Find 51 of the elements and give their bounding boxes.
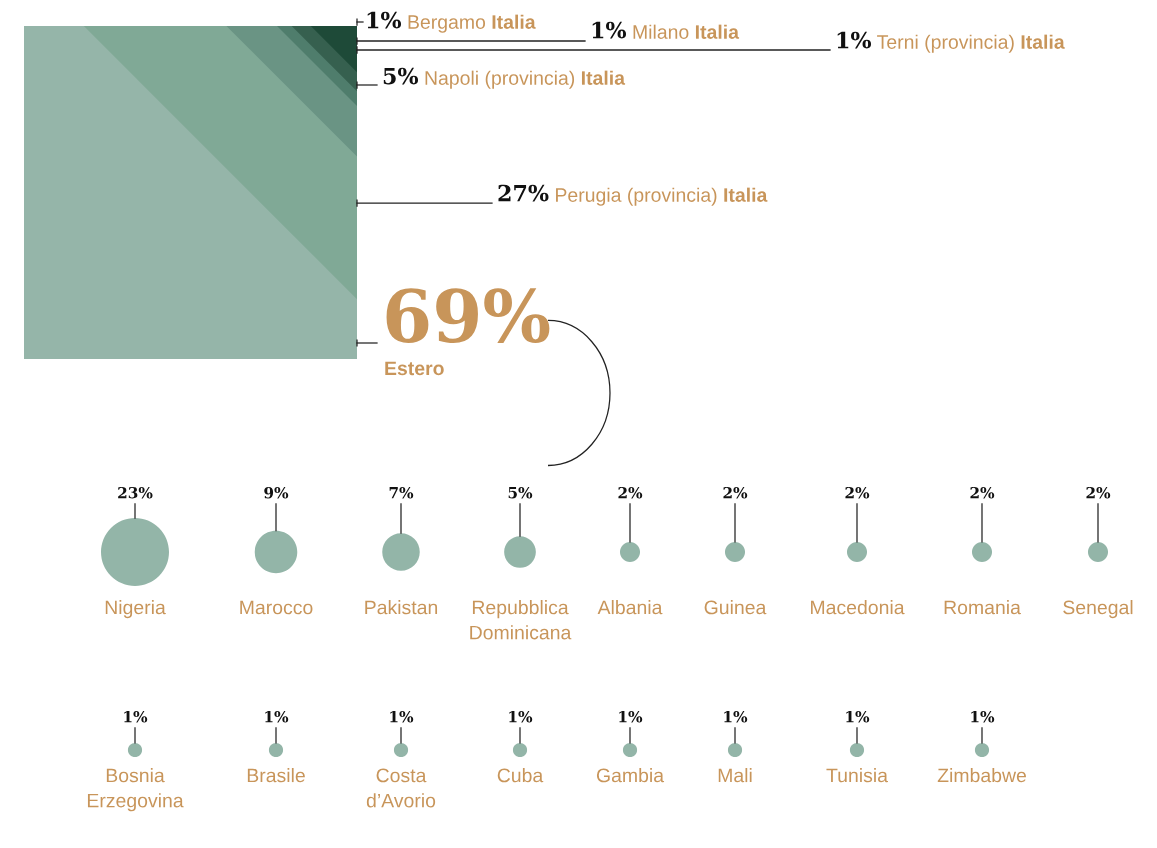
category-label: Perugia (provincia) [556, 187, 717, 206]
data-label: 1% [509, 710, 533, 723]
data-label: 2% [618, 486, 643, 499]
text: Italia [581, 70, 626, 85]
category-label: Milano [633, 24, 689, 39]
category-label: Bosnia Erzegovina [87, 768, 184, 812]
category-label: Marocco [240, 600, 313, 615]
text: Italia [1021, 34, 1065, 49]
category-label: Repubblica Dominicana [470, 600, 572, 640]
category-label: Romania [944, 600, 1021, 615]
data-label: 23% [118, 486, 153, 499]
category-label: Costa d’Avorio [366, 768, 436, 808]
category-label: Mali [718, 768, 752, 783]
data-label: 1% [367, 11, 402, 29]
data-label: 1% [619, 710, 643, 723]
category-label: Pakistan [365, 600, 438, 615]
data-label: 1% [592, 21, 627, 39]
text: Italia [724, 187, 768, 202]
category-label: Napoli (provincia) [425, 70, 575, 89]
category-label: Senegal [1063, 600, 1133, 619]
data-label: 1% [971, 710, 995, 723]
data-label: 9% [264, 486, 289, 499]
category-label: Bergamo [408, 15, 486, 33]
data-label: 2% [970, 486, 995, 499]
category-label: Estero [385, 361, 444, 376]
category-label: Brasile [247, 768, 305, 783]
data-label: 1% [846, 710, 870, 723]
category-label: Gambia [596, 768, 665, 783]
data-label: 27% [498, 184, 549, 202]
category-label: Macedonia [811, 600, 905, 615]
data-label: 1% [124, 710, 148, 723]
text: Italia [695, 24, 740, 39]
data-label: 1% [265, 710, 289, 723]
data-label: 5% [383, 67, 419, 85]
data-label: 1% [837, 31, 872, 49]
category-label: Zimbabwe [937, 768, 1026, 783]
category-label: Tunisia [826, 768, 888, 783]
data-label: 2% [845, 486, 870, 499]
data-label: 2% [1086, 486, 1111, 499]
category-label: Albania [597, 600, 663, 615]
category-label: Terni (provincia) [877, 34, 1014, 53]
category-label: Nigeria [105, 600, 166, 619]
data-label: 69% [386, 288, 550, 343]
data-label: 2% [723, 486, 748, 499]
category-label: Guinea [704, 600, 767, 615]
data-label: 1% [390, 710, 414, 723]
data-label: 7% [389, 486, 414, 499]
text: Italia [492, 14, 536, 29]
data-label: 5% [508, 486, 533, 499]
category-label: Cuba [497, 768, 544, 783]
data-label: 1% [724, 710, 748, 723]
